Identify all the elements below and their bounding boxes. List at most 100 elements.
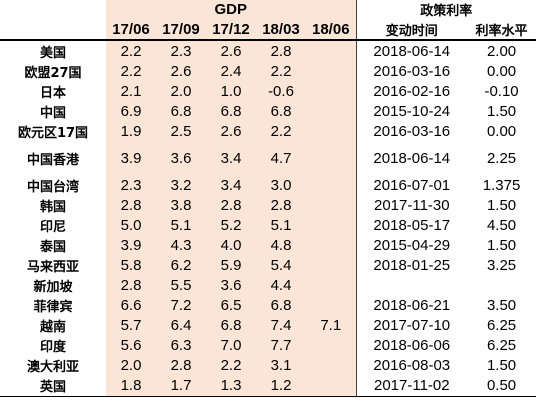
gdp-cell <box>306 61 357 81</box>
change-time-cell: 2018-01-25 <box>373 256 451 274</box>
gdp-cell: 5.9 <box>206 255 256 275</box>
header-row-sub: 17/06 17/09 17/12 18/03 18/06 变动时间 利率水平 <box>0 19 537 40</box>
gdp-cell: 1.7 <box>156 375 206 397</box>
gdp-cell: 2.1 <box>106 81 156 101</box>
region-name-cell: 印尼 <box>39 219 66 235</box>
table-row: 中国台湾 2.3 3.2 3.4 3.0 2016-07-01 1.375 <box>0 175 536 195</box>
gdp-cell: 2.6 <box>156 61 206 81</box>
gdp-cell: 7.0 <box>206 335 256 355</box>
change-time-cell: 2016-07-01 <box>373 176 451 194</box>
gdp-cell: 2.8 <box>106 275 156 295</box>
gdp-cell: 6.6 <box>106 295 156 315</box>
gdp-cell: 2.6 <box>206 121 256 141</box>
gdp-cell <box>306 40 357 61</box>
change-time-cell: 2016-03-16 <box>373 62 451 80</box>
region-name-cell: 菲律宾 <box>33 299 73 315</box>
rate-level-cell: 1.50 <box>486 356 517 374</box>
region-name-cell: 新加坡 <box>33 279 73 295</box>
gdp-cell: 1.3 <box>206 375 256 397</box>
gdp-cell: 6.8 <box>156 101 206 121</box>
table-row: 马来西亚 5.8 6.2 5.9 5.4 2018-01-25 3.25 <box>0 255 536 275</box>
gdp-cell: 7.4 <box>256 315 306 335</box>
rate-level-cell: 1.50 <box>486 196 517 214</box>
gdp-cell <box>306 335 357 355</box>
region-name-cell: 欧盟27国 <box>24 65 82 81</box>
gdp-cell: 6.3 <box>156 335 206 355</box>
table-row: 中国香港 3.9 3.6 3.4 4.7 2018-06-14 2.25 <box>0 141 536 175</box>
header-row-top: GDP 政策利率 <box>0 0 536 19</box>
gdp-cell <box>306 255 357 275</box>
gdp-cell: 2.6 <box>206 40 256 61</box>
table-row: 泰国 3.9 4.3 4.0 4.8 2015-04-29 1.50 <box>0 235 536 255</box>
change-time-cell: 2016-08-03 <box>373 356 451 374</box>
gdp-cell: 2.3 <box>156 40 206 61</box>
rate-level-cell: 3.50 <box>486 296 517 314</box>
gdp-cell: 7.2 <box>156 295 206 315</box>
gdp-cell: 5.5 <box>156 275 206 295</box>
region-name-cell: 中国台湾 <box>26 179 79 195</box>
rate-level-cell: -0.10 <box>484 82 519 100</box>
table-row: 日本 2.1 2.0 1.0 -0.6 2016-02-16 -0.10 <box>0 81 536 101</box>
change-time-cell: 2015-10-24 <box>373 102 451 120</box>
gdp-cell <box>306 195 357 215</box>
change-time-cell: 2017-07-10 <box>373 316 451 334</box>
gdp-cell: 5.4 <box>256 255 306 275</box>
gdp-cell: 7.7 <box>256 335 306 355</box>
table-row: 澳大利亚 2.0 2.8 2.2 3.1 2016-08-03 1.50 <box>0 355 536 375</box>
rate-level-cell: 0.50 <box>486 377 517 394</box>
gdp-cell: 5.2 <box>206 215 256 235</box>
gdp-cell: 5.7 <box>106 315 156 335</box>
change-time-cell: 2016-02-16 <box>373 82 451 100</box>
gdp-cell: 2.8 <box>256 40 306 61</box>
gdp-cell: 3.1 <box>256 355 306 375</box>
table-row: 欧元区17国 1.9 2.5 2.6 2.2 2016-03-16 0.00 <box>0 121 536 141</box>
region-name-cell: 印度 <box>39 339 66 355</box>
gdp-cell <box>306 355 357 375</box>
region-name-cell: 中国 <box>39 105 66 121</box>
gdp-cell: 2.3 <box>106 175 156 195</box>
gdp-cell: 2.2 <box>106 40 156 61</box>
table-row: 印度 5.6 6.3 7.0 7.7 2018-06-06 6.25 <box>0 335 536 355</box>
table-row: 英国 1.8 1.7 1.3 1.2 2017-11-02 0.50 <box>0 375 537 397</box>
gdp-cell: 2.5 <box>156 121 206 141</box>
change-time-cell: 2018-06-14 <box>373 149 451 167</box>
gdp-cell: 1.8 <box>106 375 156 397</box>
gdp-cell: 4.0 <box>206 235 256 255</box>
gdp-cell: 6.8 <box>256 101 306 121</box>
change-time-cell: 2017-11-02 <box>373 377 450 394</box>
gdp-cell <box>306 295 357 315</box>
region-name-cell: 美国 <box>39 45 66 61</box>
change-time-cell: 2017-11-30 <box>373 196 450 214</box>
region-name-cell: 中国香港 <box>26 152 79 168</box>
gdp-cell: 3.2 <box>156 175 206 195</box>
period-header: 17/06 <box>106 19 156 40</box>
gdp-cell: -0.6 <box>256 81 306 101</box>
rate-level-header: 利率水平 <box>475 23 528 39</box>
gdp-cell <box>306 215 357 235</box>
gdp-cell: 5.8 <box>106 255 156 275</box>
gdp-cell: 7.1 <box>306 315 357 335</box>
rate-level-cell: 4.50 <box>486 216 517 234</box>
change-time-cell: 2016-03-16 <box>373 122 451 140</box>
region-name-cell: 韩国 <box>39 199 66 215</box>
table-row: 韩国 2.8 3.8 2.8 2.8 2017-11-30 1.50 <box>0 195 536 215</box>
table-row: 中国 6.9 6.8 6.8 6.8 2015-10-24 1.50 <box>0 101 536 121</box>
rate-level-cell: 6.25 <box>486 316 517 334</box>
gdp-cell: 1.9 <box>106 121 156 141</box>
gdp-cell <box>306 175 357 195</box>
gdp-cell: 6.8 <box>256 295 306 315</box>
region-name-cell: 泰国 <box>39 239 66 255</box>
table-row: 新加坡 2.8 5.5 3.6 4.4 <box>0 275 536 295</box>
rate-level-cell: 0.00 <box>486 122 517 140</box>
gdp-cell <box>306 141 357 175</box>
corner-cell <box>0 0 106 40</box>
gdp-cell <box>306 235 357 255</box>
gdp-cell: 3.4 <box>206 175 256 195</box>
gdp-cell: 4.7 <box>256 141 306 175</box>
gdp-cell: 6.9 <box>106 101 156 121</box>
gdp-cell <box>306 275 357 295</box>
rate-level-cell: 2.25 <box>486 149 517 167</box>
gdp-cell: 3.9 <box>106 235 156 255</box>
gdp-cell <box>306 121 357 141</box>
period-header: 18/03 <box>256 19 306 40</box>
